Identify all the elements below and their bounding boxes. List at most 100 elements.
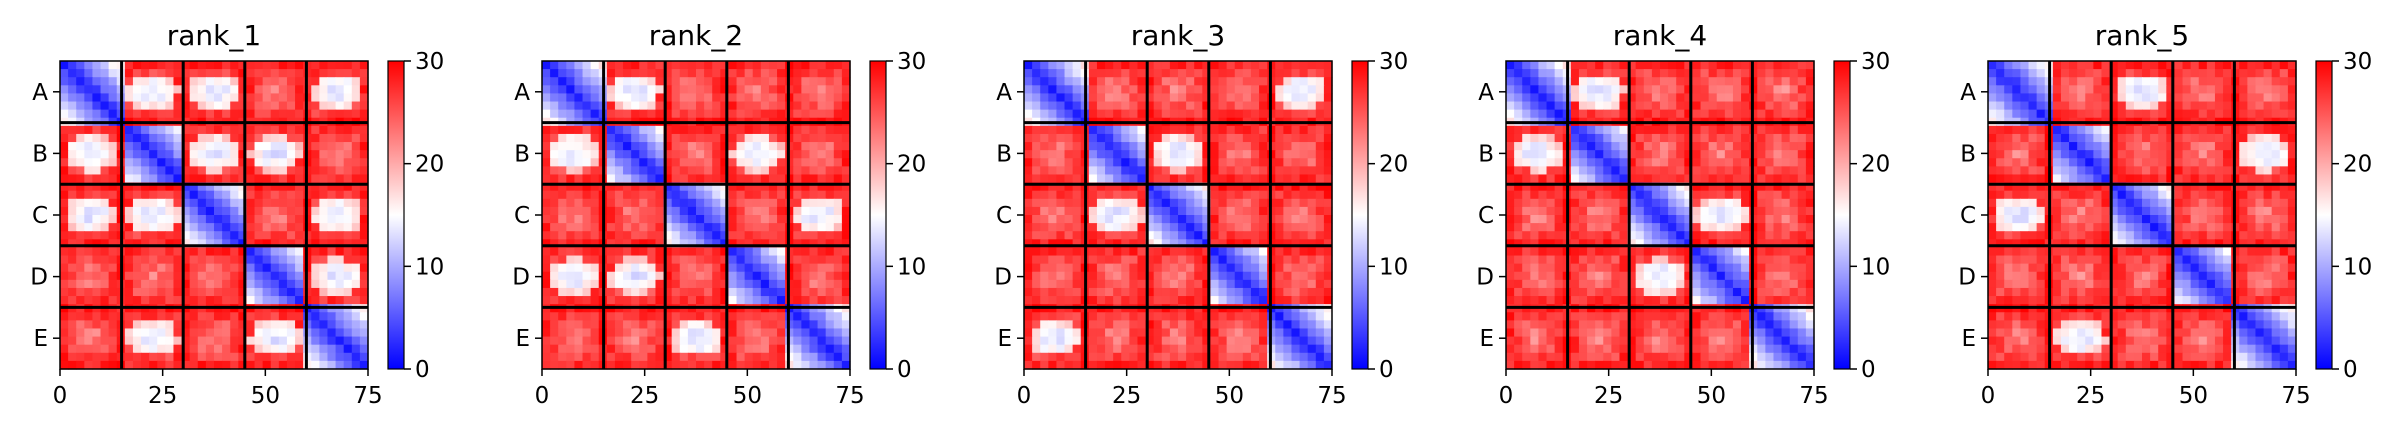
heatmap-cell [1611, 109, 1621, 119]
heatmap-cell [1603, 69, 1612, 78]
heatmap-cell [214, 142, 223, 151]
heatmap-cell [141, 198, 150, 208]
heatmap-cell [623, 166, 632, 176]
heatmap-cell [1153, 223, 1163, 232]
heatmap-cell [1291, 190, 1301, 200]
heatmap-cell [825, 109, 835, 119]
y-tick-label: C [514, 203, 530, 229]
heatmap-cell [1129, 198, 1139, 208]
heatmap-cell [1765, 133, 1775, 143]
heatmap-cell [696, 61, 705, 70]
heatmap-cell [1546, 93, 1556, 103]
heatmap-cell [696, 239, 705, 249]
heatmap-cell [100, 101, 110, 111]
heatmap-cell [793, 287, 802, 297]
heatmap-cell [76, 166, 85, 176]
heatmap-cell [833, 142, 843, 151]
heatmap-cell [1202, 198, 1212, 208]
heatmap-cell [623, 360, 632, 370]
heatmap-cell [704, 61, 713, 70]
heatmap-cell [720, 239, 730, 249]
heatmap-cell [1056, 85, 1066, 95]
heatmap-cell [205, 101, 215, 111]
heatmap-cell [1781, 166, 1791, 176]
heatmap-cell [1048, 231, 1058, 240]
heatmap-cell [582, 77, 592, 86]
heatmap-cell [696, 296, 705, 305]
heatmap-cell [817, 336, 827, 346]
heatmap-cell [704, 255, 713, 265]
heatmap-cell [197, 247, 207, 257]
heatmap-cell [157, 206, 166, 216]
heatmap-cell [752, 352, 762, 362]
heatmap-cell [1032, 352, 1041, 362]
heatmap-cell [1194, 239, 1203, 249]
heatmap-cell [1242, 142, 1252, 151]
heatmap-cell [1595, 166, 1604, 176]
heatmap-cell [100, 247, 110, 257]
heatmap-cell [833, 312, 843, 321]
heatmap-cell [623, 125, 632, 135]
heatmap-cell [1169, 150, 1179, 159]
heatmap-cell [124, 352, 134, 362]
heatmap-cell [1603, 85, 1612, 95]
heatmap-cell [655, 223, 665, 232]
heatmap-cell [1178, 77, 1187, 86]
heatmap-cell [1765, 166, 1775, 176]
heatmap-cell [809, 182, 819, 192]
heatmap-cell [1194, 166, 1203, 176]
heatmap-cell [720, 166, 730, 176]
heatmap-cell [1781, 109, 1791, 119]
colorbar [869, 60, 887, 370]
heatmap-cell [1732, 133, 1742, 143]
heatmap-cell [1676, 142, 1685, 151]
heatmap-cell [238, 320, 248, 330]
heatmap-cell [1741, 133, 1750, 143]
heatmap-cell [311, 125, 320, 135]
heatmap-cell [359, 206, 369, 216]
heatmap-cell [720, 352, 730, 362]
heatmap-cell [1716, 85, 1726, 95]
heatmap-cell [173, 263, 183, 273]
heatmap-cell [1145, 223, 1155, 232]
heatmap-cell [108, 133, 118, 143]
heatmap-cell [1056, 109, 1066, 119]
heatmap-cell [1121, 61, 1130, 70]
heatmap-cell [833, 158, 843, 167]
heatmap-cell [335, 174, 345, 184]
heatmap-cell [679, 133, 689, 143]
heatmap-cell [841, 109, 851, 119]
heatmap-cell [1129, 166, 1139, 176]
heatmap-cell [1554, 150, 1564, 159]
heatmap-cell [173, 360, 183, 370]
heatmap-cell [606, 158, 616, 167]
heatmap-cell [1554, 158, 1564, 167]
heatmap-cell [295, 271, 304, 281]
heatmap-cell [230, 287, 239, 297]
heatmap-cell [197, 215, 207, 224]
heatmap-cell [311, 150, 320, 159]
heatmap-cell [1040, 239, 1049, 249]
heatmap-cell [1275, 247, 1284, 257]
heatmap-cell [574, 287, 584, 297]
heatmap-cell [165, 166, 175, 176]
heatmap-cell [270, 109, 280, 119]
heatmap-cell [68, 101, 77, 111]
heatmap-cell [1716, 150, 1726, 159]
heatmap-cell [736, 263, 746, 273]
heatmap-cell [1161, 344, 1171, 354]
heatmap-cell [590, 61, 600, 70]
heatmap-cell [295, 77, 304, 86]
heatmap-cell [230, 296, 239, 305]
heatmap-cell [124, 190, 134, 200]
heatmap-cell [92, 320, 102, 330]
heatmap-cell [76, 231, 85, 240]
heatmap-cell [230, 101, 239, 111]
heatmap-cell [1700, 142, 1710, 151]
heatmap-cell [1315, 271, 1325, 281]
heatmap-cell [1234, 320, 1244, 330]
heatmap-cell [574, 247, 584, 257]
heatmap-cell [1700, 150, 1710, 159]
heatmap-cell [582, 182, 592, 192]
heatmap-cell [197, 239, 207, 249]
